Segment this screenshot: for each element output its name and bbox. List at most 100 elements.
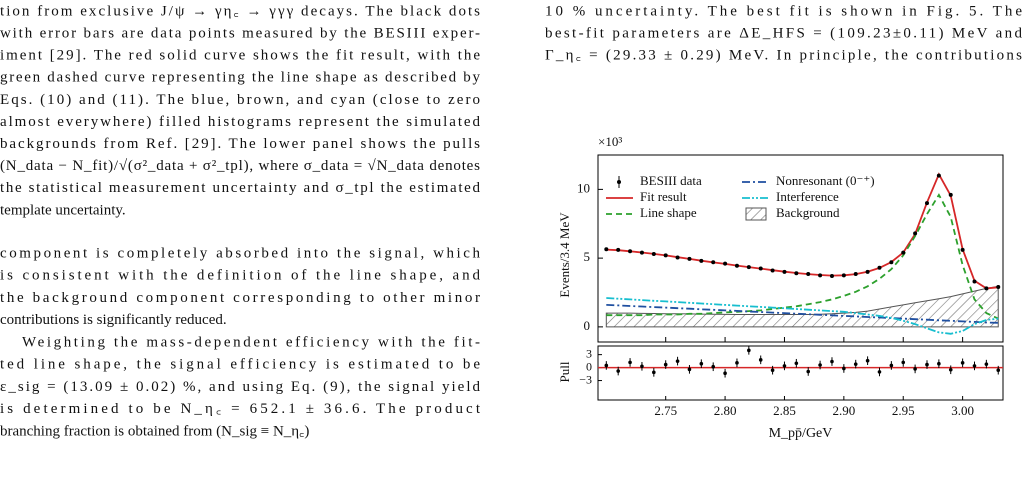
caption-line: almost everywhere) filled histograms rep… <box>0 114 481 130</box>
caption-line: green dashed curve representing the line… <box>0 70 481 86</box>
pull-point <box>675 359 680 363</box>
data-point <box>770 268 775 273</box>
data-point <box>604 247 609 252</box>
pull-point <box>604 363 609 368</box>
data-point <box>913 231 918 236</box>
pull-point <box>616 369 620 373</box>
x-tick-label: 3.00 <box>951 403 974 418</box>
data-point <box>628 249 633 254</box>
data-point <box>806 271 811 276</box>
plot-area <box>604 172 1001 335</box>
pull-point <box>699 361 704 366</box>
caption-line: Eqs. (10) and (11). The blue, brown, and… <box>0 92 480 108</box>
data-point <box>794 271 799 276</box>
pull-point <box>794 361 799 366</box>
data-point <box>758 266 763 271</box>
data-point <box>687 256 692 261</box>
legend-label: Nonresonant (0⁻⁺) <box>776 173 875 188</box>
data-point <box>841 273 846 278</box>
pull-point <box>687 367 692 372</box>
data-point <box>711 260 716 265</box>
pull-point <box>711 364 716 369</box>
pull-point <box>901 360 906 365</box>
data-point <box>936 173 941 178</box>
data-point <box>675 255 680 260</box>
curve <box>606 297 999 335</box>
x-tick-label: 2.75 <box>654 403 677 418</box>
pull-point <box>960 361 965 365</box>
data-point <box>924 201 929 206</box>
pull-point <box>735 361 739 365</box>
body-line: best-fit parameters are ΔE_HFS = (109.23… <box>545 25 1023 41</box>
pull-point <box>889 363 894 368</box>
body-line: is consistent with the definition of the… <box>0 268 481 284</box>
y-tick-label: 3 <box>586 346 592 360</box>
x-tick-label: 2.80 <box>714 403 737 418</box>
curve <box>606 304 999 324</box>
caption-line: backgrounds from Ref. [29]. The lower pa… <box>0 136 480 152</box>
pull-point <box>640 364 644 369</box>
pull-point <box>830 359 834 364</box>
y-tick-label: 10 <box>577 180 590 195</box>
data-point <box>865 269 870 274</box>
y-tick-label: 0 <box>584 318 591 333</box>
legend-label: Interference <box>776 189 839 204</box>
body-line: ted line shape, the signal efficiency is… <box>0 357 480 373</box>
caption-line: the statistical measurement uncertainty … <box>0 180 481 196</box>
pull-point <box>937 361 941 366</box>
body-line: 10 % uncertainty. The best fit is shown … <box>545 3 1022 19</box>
pull-axis-label: Pull <box>557 361 572 382</box>
pull-point <box>663 362 668 367</box>
legend-label: BESIII data <box>640 173 702 188</box>
body-line: the background component corresponding t… <box>0 290 480 306</box>
data-point <box>699 258 704 263</box>
data-point <box>663 253 668 258</box>
pull-point <box>818 363 822 367</box>
pull-point <box>984 362 989 366</box>
data-point <box>877 265 882 270</box>
caption-line: with error bars are data points measured… <box>0 26 480 42</box>
pull-point <box>972 364 977 368</box>
body-line: Weighting the mass-dependent efficiency … <box>22 334 480 350</box>
pull-frame <box>597 345 1004 401</box>
body-line: Γ_η꜀ = (29.33 ± 0.29) MeV. In principle,… <box>545 47 1022 63</box>
caption-line: iment [29]. The red solid curve shows th… <box>0 48 480 64</box>
y-axis-label: Events/3.4 MeV <box>557 212 572 298</box>
pull-point <box>747 348 751 353</box>
data-point <box>616 247 621 252</box>
background-area <box>605 285 999 328</box>
x-tick-label: 2.85 <box>773 403 796 418</box>
caption-line: (N_data − N_fit)/√(σ²_data + σ²_tpl), wh… <box>0 158 480 174</box>
legend-marker <box>745 207 767 221</box>
data-point <box>829 274 834 278</box>
legend-label: Background <box>776 205 840 220</box>
pull-point <box>652 370 656 375</box>
data-point <box>984 286 989 291</box>
pull-point <box>723 371 727 376</box>
data-point <box>782 269 787 274</box>
data-point <box>853 271 858 276</box>
caption-line: tion from exclusive J/ψ → γη꜀ → γγγ deca… <box>0 3 480 19</box>
data-point <box>901 250 906 255</box>
legend-label: Line shape <box>640 205 697 220</box>
x-tick-label: 2.95 <box>892 403 915 418</box>
pull-point <box>758 358 763 362</box>
data-point <box>972 279 977 284</box>
pull-point <box>913 367 917 371</box>
pull-point <box>842 366 846 371</box>
curve <box>606 193 999 320</box>
pull-point <box>770 368 775 372</box>
y-tick-label: 0 <box>586 359 592 373</box>
y-tick-label: 5 <box>584 249 591 264</box>
body-line: branching fraction is obtained from (N_s… <box>0 423 309 439</box>
pull-point <box>806 369 811 374</box>
data-point <box>734 263 739 268</box>
pull-point <box>865 358 870 363</box>
body-line: is determined to be N_η꜀ = 652.1 ± 36.6.… <box>0 401 481 417</box>
caption-line: template uncertainty. <box>0 202 126 218</box>
data-point <box>889 260 894 265</box>
data-point <box>639 250 644 255</box>
pull-point <box>925 362 929 367</box>
